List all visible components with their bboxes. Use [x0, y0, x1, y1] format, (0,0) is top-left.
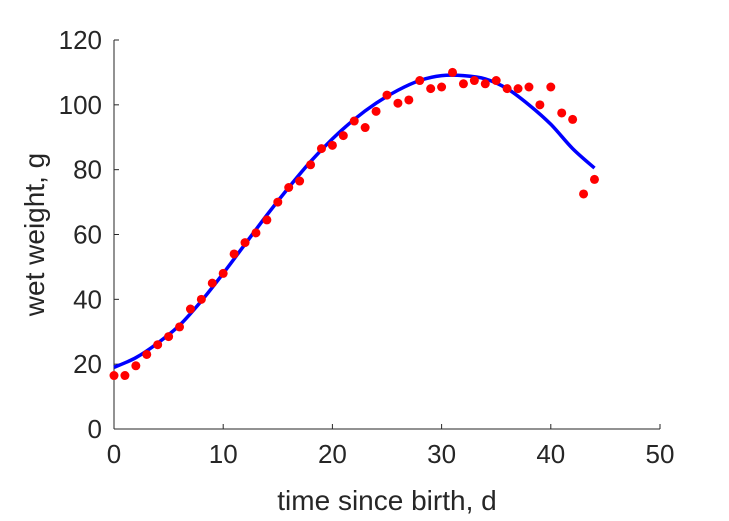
data-point [589, 174, 599, 184]
y-axis-label: wet weight, g [19, 153, 50, 317]
y-tick-label: 0 [88, 414, 102, 444]
data-point [273, 197, 283, 207]
data-point [175, 322, 185, 332]
data-point [316, 144, 326, 154]
data-point [513, 84, 523, 94]
data-point [382, 90, 392, 100]
data-point [349, 116, 359, 126]
data-point [371, 106, 381, 116]
data-point [207, 278, 217, 288]
data-point [426, 84, 436, 94]
data-point [568, 114, 578, 124]
y-tick-label: 40 [73, 284, 102, 314]
data-point [360, 123, 370, 133]
data-point [535, 100, 545, 110]
data-point [196, 294, 206, 304]
data-point [458, 79, 468, 89]
data-point [142, 349, 152, 359]
data-point [109, 371, 119, 381]
data-point [415, 76, 425, 86]
x-tick-label: 10 [209, 439, 238, 469]
data-point [448, 67, 458, 77]
y-tick-label: 80 [73, 155, 102, 185]
data-point [218, 268, 228, 278]
data-point [284, 182, 294, 192]
data-point [306, 160, 316, 170]
data-point [295, 176, 305, 186]
data-point [404, 95, 414, 105]
data-point [262, 215, 272, 225]
data-point [579, 189, 589, 199]
y-tick-label: 20 [73, 349, 102, 379]
y-tick-label: 100 [59, 90, 102, 120]
y-tick-label: 120 [59, 25, 102, 55]
y-ticks: 0 20 40 60 80 100 120 [59, 25, 119, 444]
y-tick-label: 60 [73, 220, 102, 250]
data-point [185, 304, 195, 314]
data-point [491, 76, 501, 86]
x-tick-label: 40 [536, 439, 565, 469]
data-point [524, 82, 534, 92]
x-tick-label: 20 [318, 439, 347, 469]
data-point [338, 131, 348, 141]
data-points-layer [109, 67, 599, 381]
data-point [437, 82, 447, 92]
data-point [240, 238, 250, 248]
data-point [153, 340, 163, 350]
data-point [546, 82, 556, 92]
x-tick-label: 0 [107, 439, 121, 469]
data-point [502, 84, 512, 94]
data-point [131, 361, 141, 371]
data-point [327, 140, 337, 150]
data-point [557, 108, 567, 118]
data-point [120, 371, 130, 381]
data-point [469, 76, 479, 86]
x-axis-label: time since birth, d [277, 485, 496, 516]
data-point [164, 332, 174, 342]
data-point [251, 228, 261, 238]
x-ticks: 0 10 20 30 40 50 [107, 424, 675, 469]
data-point [480, 79, 490, 89]
x-tick-label: 30 [427, 439, 456, 469]
x-tick-label: 50 [646, 439, 675, 469]
data-point [229, 249, 239, 259]
data-point [393, 98, 403, 108]
